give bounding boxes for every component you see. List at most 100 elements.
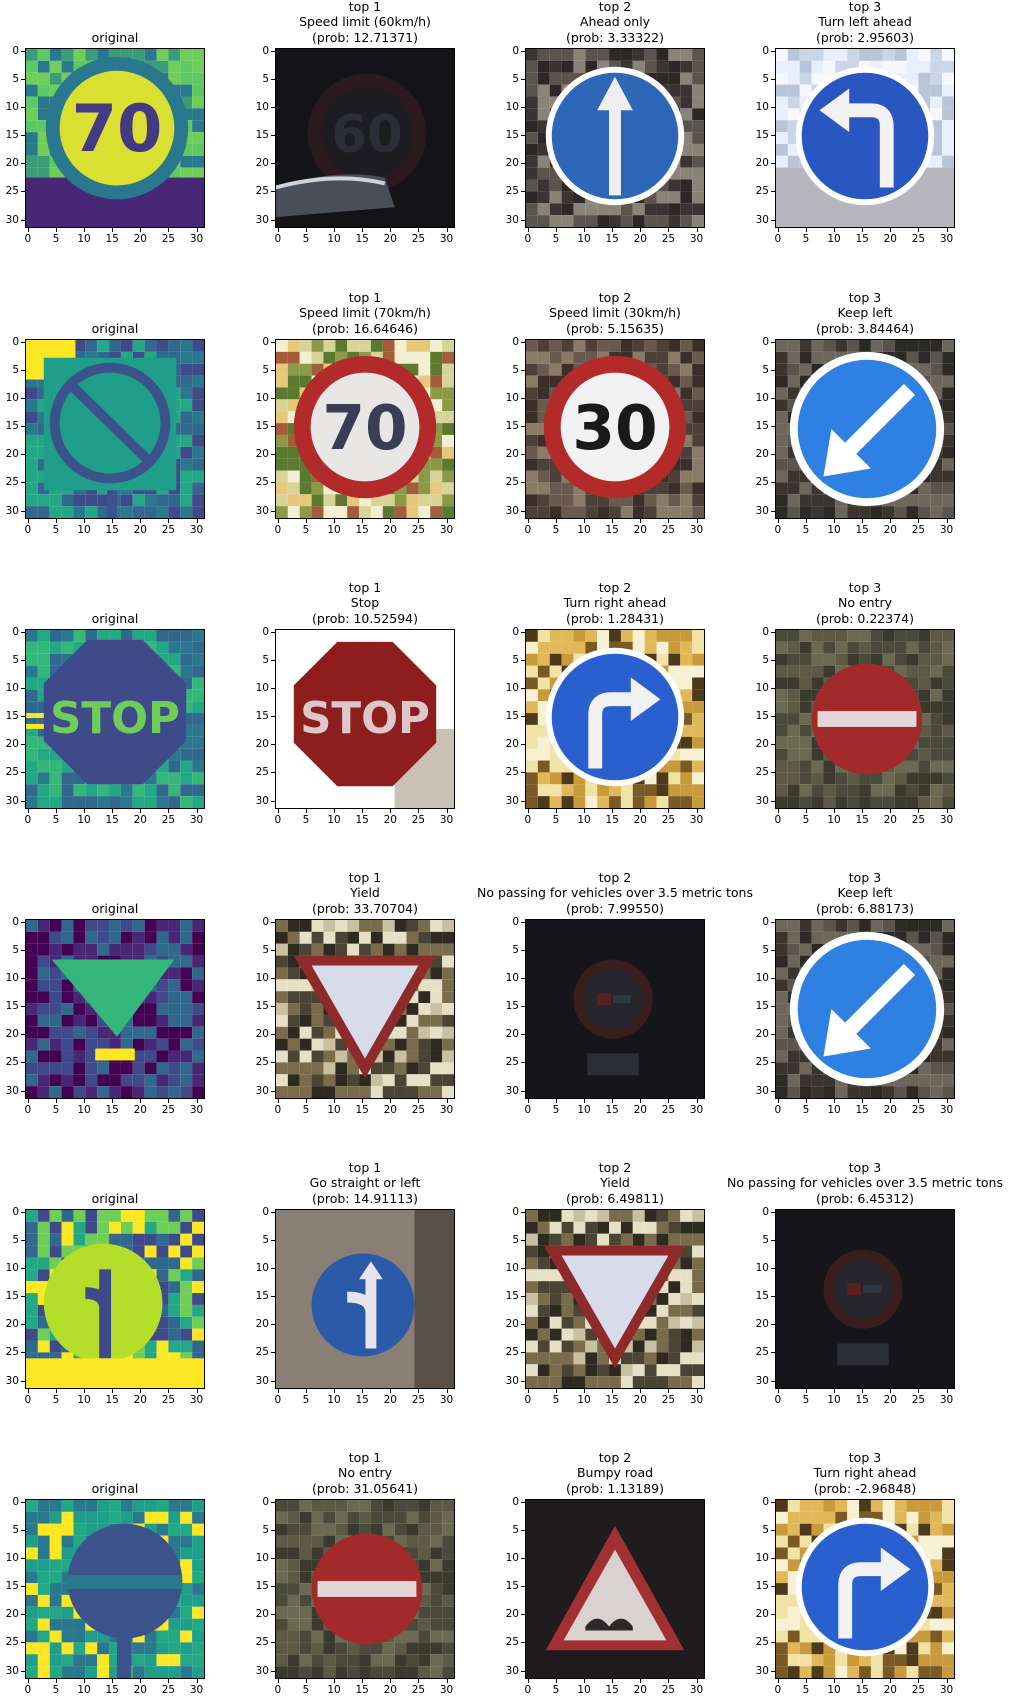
y-tick-mark [771,78,775,80]
y-tick-mark [271,191,275,193]
x-tick-label: 5 [552,233,560,245]
x-tick-label: 25 [911,814,926,826]
x-tick-label: 0 [524,233,532,245]
x-tick-label: 0 [774,1684,782,1696]
y-tick-mark [21,800,25,802]
y-tick-mark [771,949,775,951]
x-tick-label: 5 [52,233,60,245]
subplot-title: top 1 Speed limit (60km/h) (prob: 12.71371… [205,0,525,45]
y-tick-mark [521,1501,525,1503]
x-tick-label: 15 [855,524,869,536]
no-left-turn-sign-icon [26,340,204,518]
title-line: (prob: 6.88173) [815,900,914,916]
y-tick-label: 10 [755,972,769,985]
stop-sign-icon: STOP [276,630,454,808]
x-tick-mark [946,519,948,523]
no-entry-sign-image [775,629,955,809]
x-tick-mark [918,1099,920,1103]
title-line: top 2 [598,579,632,595]
go-straight-or-left-sign-image [275,1209,455,1389]
y-tick-mark [771,1211,775,1213]
y-tick-mark [271,1006,275,1008]
y-tick-label: 15 [5,420,19,433]
go-straight-or-left-sign-icon [26,1210,204,1388]
x-tick-label: 15 [605,1104,619,1116]
x-tick-mark [390,519,392,523]
x-tick-mark [612,1389,614,1393]
y-tick-mark [271,107,275,109]
x-tick-label: 20 [133,1394,147,1406]
x-tick-label: 10 [327,1394,341,1406]
y-tick-mark [521,1670,525,1672]
y-tick-mark [521,510,525,512]
y-tick-label: 20 [5,738,19,751]
speed-limit-70-sign-image: 70 [275,339,455,519]
x-tick-mark [168,519,170,523]
x-tick-mark [834,519,836,523]
title-line: top 3 [848,579,882,595]
x-tick-mark [196,1679,198,1683]
speed-limit-70-sign-icon: 70 [276,340,454,518]
x-tick-mark [668,1679,670,1683]
x-tick-label: 15 [355,1394,369,1406]
y-tick-mark [771,744,775,746]
x-tick-label: 30 [689,1684,704,1696]
y-tick-mark [771,1062,775,1064]
title-line: top 3 [848,869,882,885]
y-tick-mark [21,454,25,456]
y-tick-label: 25 [5,1056,19,1069]
y-tick-mark [521,949,525,951]
y-tick-label: 25 [255,1346,269,1359]
x-tick-mark [862,228,864,232]
subplot-title: top 1 No entry (prob: 31.05641) [205,1450,525,1497]
x-tick-mark [196,519,198,523]
y-tick-label: 15 [505,420,519,433]
y-tick-mark [771,772,775,774]
x-tick-label: 30 [689,814,704,826]
y-tick-mark [271,921,275,923]
subplot-title: top 1 Stop (prob: 10.52594) [205,580,525,627]
title-line: original [91,610,139,626]
y-tick-label: 15 [505,1000,519,1013]
y-tick-mark [771,631,775,633]
no-entry-sign-image [275,1499,455,1679]
x-tick-mark [668,1099,670,1103]
y-tick-label: 25 [505,1636,519,1649]
x-tick-mark [527,228,529,232]
x-tick-mark [640,1099,642,1103]
x-tick-label: 10 [577,1394,591,1406]
y-tick-mark [21,1586,25,1588]
title-line: Go straight or left [309,1175,421,1190]
yield-sign-icon [276,920,454,1098]
x-tick-mark [834,1679,836,1683]
x-tick-label: 30 [189,1684,204,1696]
title-line: Speed limit (70km/h) [299,305,431,320]
y-tick-mark [771,1558,775,1560]
y-tick-mark [521,1324,525,1326]
ahead-only-sign-icon [526,49,704,227]
subplot-title: original [0,30,275,46]
y-tick-mark [271,772,275,774]
y-tick-mark [21,1670,25,1672]
x-tick-mark [84,1679,86,1683]
x-tick-mark [668,228,670,232]
y-tick-mark [771,510,775,512]
y-tick-label: 15 [255,1290,269,1303]
x-tick-mark [446,1099,448,1103]
x-tick-mark [612,1099,614,1103]
x-tick-label: 30 [439,1104,454,1116]
y-tick-mark [271,1296,275,1298]
x-tick-label: 15 [355,524,369,536]
x-tick-label: 30 [189,814,204,826]
y-tick-mark [771,1006,775,1008]
y-tick-label: 0 [262,1205,269,1218]
title-line: top 2 [598,1159,632,1175]
x-tick-label: 25 [411,1394,426,1406]
title-line: (prob: 2.95603) [815,29,914,45]
x-tick-mark [668,809,670,813]
y-tick-mark [771,921,775,923]
y-tick-mark [771,1380,775,1382]
y-tick-mark [271,163,275,165]
x-tick-label: 25 [661,1104,676,1116]
x-tick-label: 25 [161,1684,176,1696]
